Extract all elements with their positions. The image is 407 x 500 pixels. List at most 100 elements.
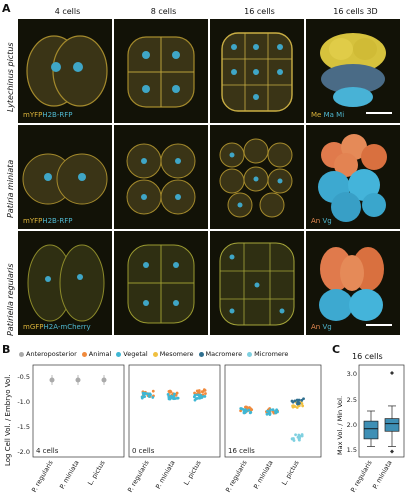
data-point bbox=[199, 393, 202, 397]
micrograph-patiria-16-cells bbox=[210, 125, 304, 229]
data-point bbox=[291, 404, 295, 408]
data-point bbox=[239, 409, 243, 413]
data-point bbox=[302, 397, 305, 401]
subpanel-label-16-cells: 16 cells bbox=[228, 447, 255, 455]
data-point bbox=[266, 409, 269, 413]
subpanel-label-4-cells: 4 cells bbox=[36, 447, 59, 455]
channel-label-row3: mGFPH2A-mCherry bbox=[23, 323, 91, 331]
data-point bbox=[169, 390, 173, 394]
data-point bbox=[295, 398, 299, 402]
data-point bbox=[151, 389, 155, 393]
column-header-4-cells: 4 cells bbox=[54, 7, 81, 16]
data-point bbox=[174, 397, 177, 400]
data-point bbox=[276, 410, 279, 414]
label-3d-row1: Me Ma Mi bbox=[311, 111, 345, 119]
data-point bbox=[268, 412, 272, 415]
legend-item-animal: Animal bbox=[81, 350, 111, 358]
row-label-lytechinus: Lytechinus pictus bbox=[6, 42, 15, 112]
data-point bbox=[172, 395, 176, 398]
xtick: P. regularis bbox=[349, 458, 374, 493]
render-3d-lytechinus: Me Ma Mi bbox=[306, 19, 400, 123]
legend-item-vegetal: Vegetal bbox=[116, 350, 148, 358]
data-point bbox=[203, 395, 207, 398]
data-point bbox=[298, 402, 301, 405]
panel-a-letter: A bbox=[2, 2, 11, 15]
xtick: P. miniata bbox=[252, 459, 275, 490]
data-point bbox=[244, 405, 248, 409]
channel-label-row1: mYFPH2B-RFP bbox=[23, 111, 73, 119]
micrograph-lytechinus-16-cells bbox=[210, 19, 304, 123]
data-point bbox=[241, 407, 245, 411]
data-point bbox=[204, 392, 207, 395]
data-point bbox=[148, 392, 152, 396]
row-label-patiriella: Patiriella regularis bbox=[6, 263, 15, 336]
panel-c-chart: 3.0 2.5 2.0 1.5 P. regularis P. miniata bbox=[347, 364, 405, 494]
data-point bbox=[166, 393, 170, 396]
data-point bbox=[294, 433, 297, 437]
subpanel-frame-16-cells bbox=[224, 364, 322, 458]
column-header-16-cells: 16 cells bbox=[244, 7, 275, 16]
micrograph-patiria-4-cells: mYFPH2B-RFP bbox=[18, 125, 112, 229]
column-header-8-cells: 8 cells bbox=[150, 7, 177, 16]
micrograph-patiriella-8-cells bbox=[114, 231, 208, 335]
panel-b-chart: -0.5 -1.0 -1.5 -2.0 4 cells 0 cells 16 c… bbox=[17, 364, 322, 494]
xtick: L. pictus bbox=[182, 458, 203, 486]
legend-panel-b: Anteroposterior Animal Vegetal Mesomere … bbox=[19, 350, 288, 358]
data-point bbox=[265, 412, 269, 416]
xtick: P. regularis bbox=[224, 458, 249, 493]
ytick: -0.5 bbox=[17, 373, 30, 381]
data-point bbox=[291, 437, 295, 441]
data-point bbox=[248, 411, 252, 415]
micrograph-lytechinus-4-cells: mYFPH2B-RFP bbox=[18, 19, 112, 123]
outlier-point bbox=[390, 449, 394, 454]
subpanel-frame-4-cells bbox=[32, 364, 125, 458]
data-point bbox=[143, 392, 147, 396]
data-point bbox=[195, 389, 199, 393]
panel-c-boxes bbox=[363, 371, 400, 454]
render-3d-patiria: An Vg bbox=[306, 125, 400, 229]
legend-item-anteroposterior: Anteroposterior bbox=[19, 350, 77, 358]
panel-c-letter: C bbox=[332, 343, 341, 356]
xtick: P. miniata bbox=[154, 459, 177, 490]
render-3d-patiriella: An Vg bbox=[306, 231, 400, 335]
xtick: L. pictus bbox=[280, 458, 301, 486]
data-point bbox=[301, 404, 305, 408]
xticks-sub1: P. regularis P. miniata L. pictus bbox=[30, 458, 107, 493]
data-point bbox=[151, 396, 155, 399]
xticks-sub2: P. regularis P. miniata L. pictus bbox=[126, 458, 203, 493]
ytick: 2.5 bbox=[347, 396, 357, 404]
ytick: 3.0 bbox=[347, 370, 357, 378]
panel-c-frame bbox=[358, 364, 405, 458]
outlier-point bbox=[390, 371, 394, 375]
data-point bbox=[146, 392, 149, 396]
data-point bbox=[242, 410, 246, 414]
ytick: -2.0 bbox=[17, 448, 30, 456]
legend-item-mesomere: Mesomere bbox=[152, 350, 194, 358]
data-point bbox=[269, 408, 272, 412]
legend-item-macromere: Macromere bbox=[198, 350, 242, 358]
data-point bbox=[201, 390, 205, 394]
label-3d-row3: An Vg bbox=[311, 323, 332, 331]
data-point bbox=[194, 393, 197, 397]
row-label-patiria: Patiria miniata bbox=[6, 159, 15, 218]
xtick: P. regularis bbox=[126, 458, 151, 493]
data-point bbox=[200, 396, 204, 399]
micrograph-patiriella-4-cells: mGFPH2A-mCherry bbox=[18, 231, 112, 335]
ytick: 1.5 bbox=[347, 446, 357, 454]
xtick: L. pictus bbox=[86, 458, 107, 486]
label-3d-row2: An Vg bbox=[311, 217, 332, 225]
data-point bbox=[295, 406, 299, 409]
micrograph-lytechinus-8-cells bbox=[114, 19, 208, 123]
data-point bbox=[291, 400, 295, 404]
data-point bbox=[297, 438, 301, 442]
channel-label-row2: mYFPH2B-RFP bbox=[23, 217, 73, 225]
scale-bar bbox=[366, 112, 392, 114]
xtick: P. miniata bbox=[371, 459, 394, 490]
data-point bbox=[175, 391, 179, 395]
data-point bbox=[298, 434, 302, 438]
ytick: 2.0 bbox=[347, 421, 357, 429]
data-point bbox=[173, 392, 176, 396]
data-point bbox=[196, 393, 200, 397]
data-point bbox=[296, 435, 300, 439]
column-header-16-cells-3d: 16 cells 3D bbox=[333, 7, 378, 16]
